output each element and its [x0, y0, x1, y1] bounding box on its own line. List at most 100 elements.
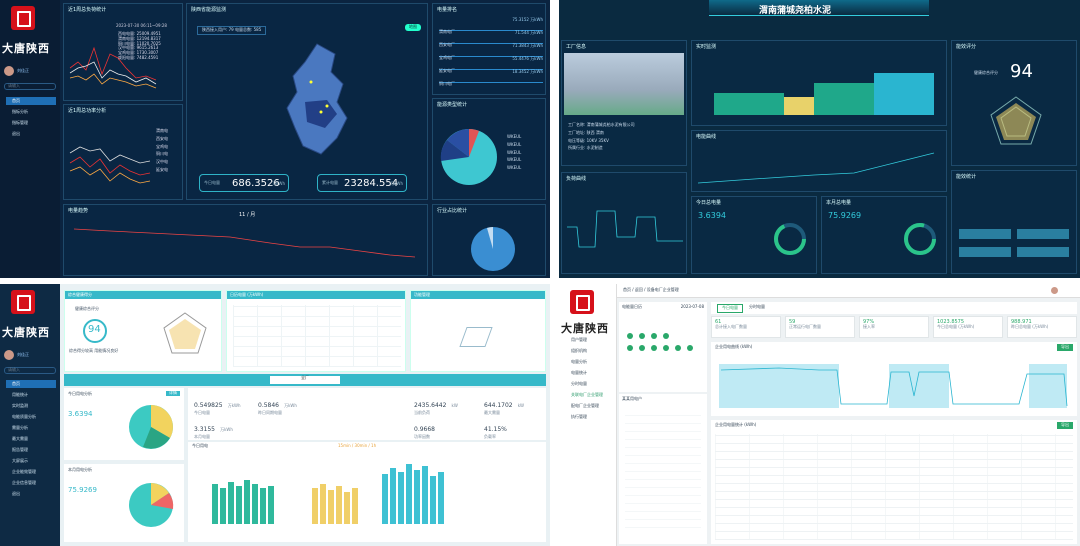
info-key: 工厂地址:: [568, 129, 586, 135]
card-title: 日历电量 (万kWh): [227, 291, 405, 299]
month-ring: [904, 223, 936, 255]
page-title: 渭南蒲城尧柏水泥: [759, 6, 832, 16]
menu-item-analysis[interactable]: 指标分析: [12, 109, 28, 114]
dist-legend-item: 汉中电: [156, 159, 168, 165]
menu-item-manage[interactable]: 指标管理: [12, 120, 28, 125]
brand-name: 大唐陕西: [561, 322, 609, 335]
screen-enterprise-power: 大唐陕西 用户管理 组织机构 电量分析 电量统计 分时电量 关联电厂企业管理 配…: [559, 284, 1080, 546]
month-label: 本月用电分析: [68, 467, 92, 472]
map-chip: 陕西接入用户: 79 电量总数: 585: [197, 26, 267, 35]
tree-list: [625, 408, 701, 528]
brand-logo-icon: [11, 6, 35, 30]
user-name: 刘佳正: [17, 352, 29, 357]
trend-legend-item: 渭南电量: 12194.8317: [118, 35, 161, 41]
gauge-chart: [471, 227, 515, 271]
menu-item[interactable]: 电量统计: [571, 370, 587, 375]
menu-item[interactable]: 电量分析: [571, 359, 587, 364]
export-button[interactable]: 导出: [1057, 422, 1073, 429]
month-center: 11 / 月: [239, 212, 256, 218]
info-value: 水泥制造: [586, 145, 603, 151]
panel-today-power: 今日总电量 3.6394: [691, 196, 817, 274]
header-bar: [709, 0, 929, 16]
menu-item[interactable]: 执行管理: [571, 414, 587, 419]
panel-title: 实时监测: [696, 44, 717, 50]
rank-item: 渭南电厂 75.3152 万kWh: [439, 17, 543, 34]
trend-time: 2023-07-30 06:11~09:28: [116, 23, 167, 28]
card-today: 今日用电分析 详情 3.6394: [64, 388, 184, 460]
curve-chart: [719, 364, 1068, 408]
menu-item[interactable]: 分时电量: [571, 381, 587, 386]
stat-label: 今日电量: [204, 180, 220, 185]
export-button[interactable]: 导出: [1057, 344, 1073, 351]
today-value: 3.6394: [698, 211, 726, 220]
stat-card: 988.971 昨日总电量 (万kWh): [1007, 316, 1077, 338]
info-key: 工厂名称:: [568, 122, 586, 127]
pie-legend-item: WKEUL: [507, 134, 522, 139]
search-input[interactable]: 请输入: [4, 367, 56, 374]
brand-logo-icon: [570, 290, 594, 314]
today-badge[interactable]: 详情: [166, 390, 180, 396]
topbar: 首页 / 返回 / 设备电厂企业管理: [617, 284, 1080, 298]
chart-tabs[interactable]: 15min / 30min / 1h: [338, 443, 377, 448]
panel-title: 电量排名: [437, 7, 458, 13]
info-value: 陕西 渭南: [586, 129, 604, 135]
month-line: [73, 228, 416, 258]
card-title: 电能量日历: [622, 304, 642, 309]
screen-factory-dashboard: 渭南蒲城尧柏水泥 工厂信息 工厂名称: 渭南蒲城尧柏水泥有限公司 工厂地址: 陕…: [559, 0, 1080, 278]
kpi: 0.549825 万kWh 今日电量: [194, 402, 241, 415]
menu-item[interactable]: 用能统计: [12, 392, 28, 397]
menu-item[interactable]: 实时监测: [12, 403, 28, 408]
panel-pie: 能源类型统计 WKEUL WKEUL WKEUL WKEUL WKEUL: [432, 98, 546, 200]
menu-item[interactable]: 企业信息管理: [12, 480, 36, 485]
menu-item[interactable]: 企业能效管理: [12, 469, 36, 474]
health-value: 94: [88, 324, 101, 335]
menu-item[interactable]: 关联电厂企业管理: [571, 392, 603, 397]
tab-period[interactable]: 分时电量: [749, 304, 765, 309]
panel-title: 能效统计: [956, 174, 977, 180]
menu-item[interactable]: 用户管理: [571, 337, 587, 342]
panel-title: 今日总电量: [696, 200, 722, 206]
dist-legend-item: 延安电: [156, 166, 168, 172]
today-label: 今日用电分析: [68, 391, 92, 396]
menu-item[interactable]: 最大需量: [12, 436, 28, 441]
menu-item[interactable]: 配电厂企业管理: [571, 403, 599, 408]
panel-monitor: 实时监测: [691, 40, 947, 126]
avatar: [4, 66, 14, 76]
menu-item[interactable]: 首页: [6, 380, 56, 388]
sidebar: 大唐陕西 刘佳正 请输入 首页 指标分析 指标管理 退出: [0, 0, 60, 278]
pie-legend-item: WKEUL: [507, 165, 522, 171]
pie-chart: [440, 129, 497, 185]
menu-item[interactable]: 需量分析: [12, 425, 28, 430]
menu-item[interactable]: 组织机构: [571, 348, 587, 353]
menu-item[interactable]: 大屏展示: [12, 458, 28, 463]
search-input[interactable]: 请输入: [4, 83, 56, 90]
rank-item: 铜川电厂 18.3452 万kWh: [439, 69, 543, 86]
kpi: 3.3155 万kWh 本月电量: [194, 426, 233, 439]
panel-power-curve: 电能曲线: [691, 130, 947, 192]
menu-item-logout[interactable]: 退出: [12, 131, 20, 136]
tab-today[interactable]: 今日电量: [717, 304, 743, 313]
card-calendar: 电能量日历 2023-07-08: [619, 302, 707, 392]
info-key: 所属行业:: [568, 145, 586, 151]
rank-item: 西安电厂 71.544 万kWh: [439, 30, 543, 47]
dist-legend-item: 铜川电: [156, 151, 168, 157]
trend-legend-item: 宝鸡电量: 1730.3007: [118, 50, 159, 56]
rank-list: 渭南电厂 75.3152 万kWh 西安电厂 71.544 万kWh 宝鸡电厂 71.…: [439, 17, 543, 86]
menu-item[interactable]: 电能质量分析: [12, 414, 36, 419]
trend-legend-item: 西电电量: 25009.4951: [118, 31, 161, 36]
menu-item[interactable]: 报告管理: [12, 447, 28, 452]
menu-item[interactable]: 退出: [12, 491, 20, 496]
card-chart: 今日用电 15min / 30min / 1h: [188, 442, 546, 542]
avatar: [1051, 287, 1058, 294]
factory-select[interactable]: 全厂: [270, 375, 340, 384]
stats-row: 61 总计接入电厂数量 59 正常运行电厂数量 97% 接入率 1023.8575 今日…: [711, 316, 1077, 338]
menu-item-home[interactable]: 首页: [6, 97, 56, 105]
brand-logo-icon: [11, 290, 35, 314]
map-badge[interactable]: 地图: [405, 24, 421, 31]
sidebar: 大唐陕西 刘佳正 请输入 首页 用能统计 实时监测 电能质量分析 需量分析 最大…: [0, 284, 60, 546]
trend-legend: 西电电量: 25009.4951 渭南电量: 12194.8317 铜川电量: …: [118, 31, 161, 61]
panel-score: 能效评分 健康综合评分 94: [951, 40, 1077, 166]
efficiency-bars: [959, 229, 1069, 257]
panel-load: 负荷曲线: [561, 172, 687, 274]
dist-chart: [69, 146, 151, 184]
